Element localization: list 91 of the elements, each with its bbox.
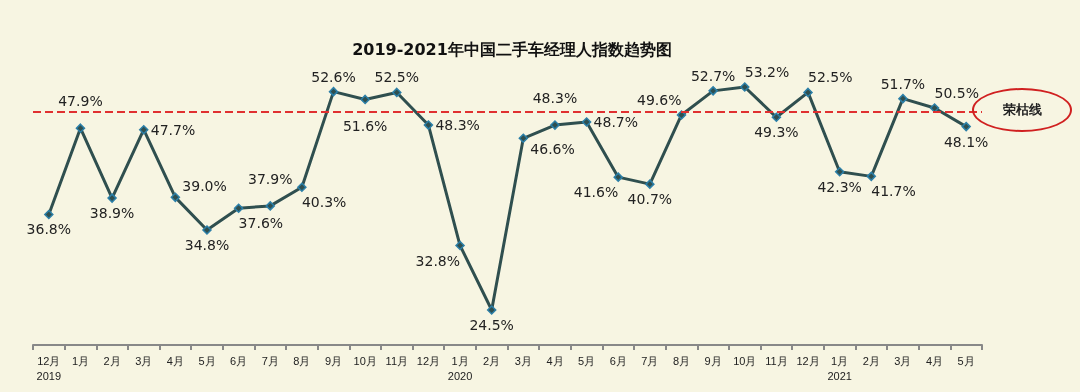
point [44,209,54,220]
x-tick-label: 3月 [894,354,912,367]
x-tick-label: 4月 [166,354,184,367]
point [107,193,117,203]
point [676,110,687,120]
x-tick-label: 10月 [353,354,377,367]
point [550,120,560,130]
x-tick-label: 1月 [71,354,90,367]
data-label: 47.7% [150,121,196,138]
data-label: 41.7% [871,183,916,200]
point [803,87,813,98]
data-label: 34.8% [184,236,230,253]
point [866,171,877,182]
x-tick-label: 1月 2021 [827,354,852,382]
data-label: 49.6% [637,91,682,108]
point [898,93,908,104]
point [455,240,465,251]
data-label: 48.3% [435,117,480,134]
x-tick-label: 4月 [925,354,944,367]
x-tick-label: 12月 [416,354,441,367]
data-label: 37.9% [248,170,293,187]
x-tick-label: 11月 [765,354,788,367]
x-tick-label: 5月 [578,354,596,367]
point [486,305,497,315]
data-label: 51.7% [880,75,926,92]
x-tick-label: 6月 [230,354,248,367]
x-tick-label: 2月 [862,354,880,367]
data-label: 53.2% [744,63,790,80]
data-label: 49.3% [754,124,799,141]
point [518,133,529,144]
x-tick-label: 3月 [514,354,532,367]
x-tick-label: 5月 [198,354,216,367]
data-label: 52.5% [808,69,853,86]
data-label: 48.7% [593,113,639,130]
x-tick-label: 7月 [641,354,659,367]
x-tick-label: 7月 [261,354,279,367]
data-label: 32.8% [415,252,461,269]
x-tick-label: 2月 [483,354,501,367]
point [645,179,655,189]
point [265,201,275,211]
x-tick-label: 9月 [704,354,722,367]
x-tick-label: 10月 [733,354,757,367]
point [392,87,402,98]
data-label: 52.5% [374,69,420,86]
x-tick-label: 11月 [385,354,408,367]
data-label: 36.8% [26,221,72,238]
point [771,112,782,123]
x-tick-label: 9月 [324,354,343,367]
data-label: 52.6% [311,68,356,85]
point [613,172,623,182]
data-label: 41.6% [573,184,619,201]
data-label: 40.3% [301,194,347,211]
x-tick-label: 12月 2019 [36,354,62,382]
data-label: 24.5% [469,317,514,334]
data-label: 48.1% [943,133,989,150]
point [929,103,940,113]
x-tick-label: 5月 [957,354,975,367]
point [708,86,718,96]
data-label: 51.6% [342,118,388,135]
point [297,182,307,192]
point [423,120,434,130]
data-label: 40.7% [627,191,673,208]
x-tick-label: 2月 [103,354,121,367]
point [233,203,244,213]
data-label: 47.9% [58,93,103,110]
point [202,225,212,235]
point [360,94,370,105]
x-tick-label: 12月 [796,354,820,367]
data-label: 50.5% [934,84,980,101]
x-tick-label: 6月 [609,354,627,367]
data-label: 48.3% [532,90,578,107]
point [740,82,750,92]
point [138,124,149,135]
x-tick-label: 8月 [672,354,691,367]
data-label: 46.6% [530,141,575,158]
x-tick-label: 3月 [135,354,153,367]
data-label: 42.3% [817,178,862,195]
point [75,123,86,133]
point [581,117,592,127]
point [170,192,181,203]
x-tick-label: 8月 [293,354,311,367]
point [834,166,845,177]
chart-title: 2019-2021年中国二手车经理人指数趋势图 [352,39,672,59]
x-tick-label: 4月 [546,354,564,367]
data-label: 39.0% [182,178,227,195]
x-tick-label: 1月 2020 [447,354,473,382]
data-label: 52.7% [690,67,736,84]
point [961,121,971,132]
data-label: 38.9% [89,205,135,222]
point [328,86,339,97]
data-label: 37.6% [238,215,284,232]
